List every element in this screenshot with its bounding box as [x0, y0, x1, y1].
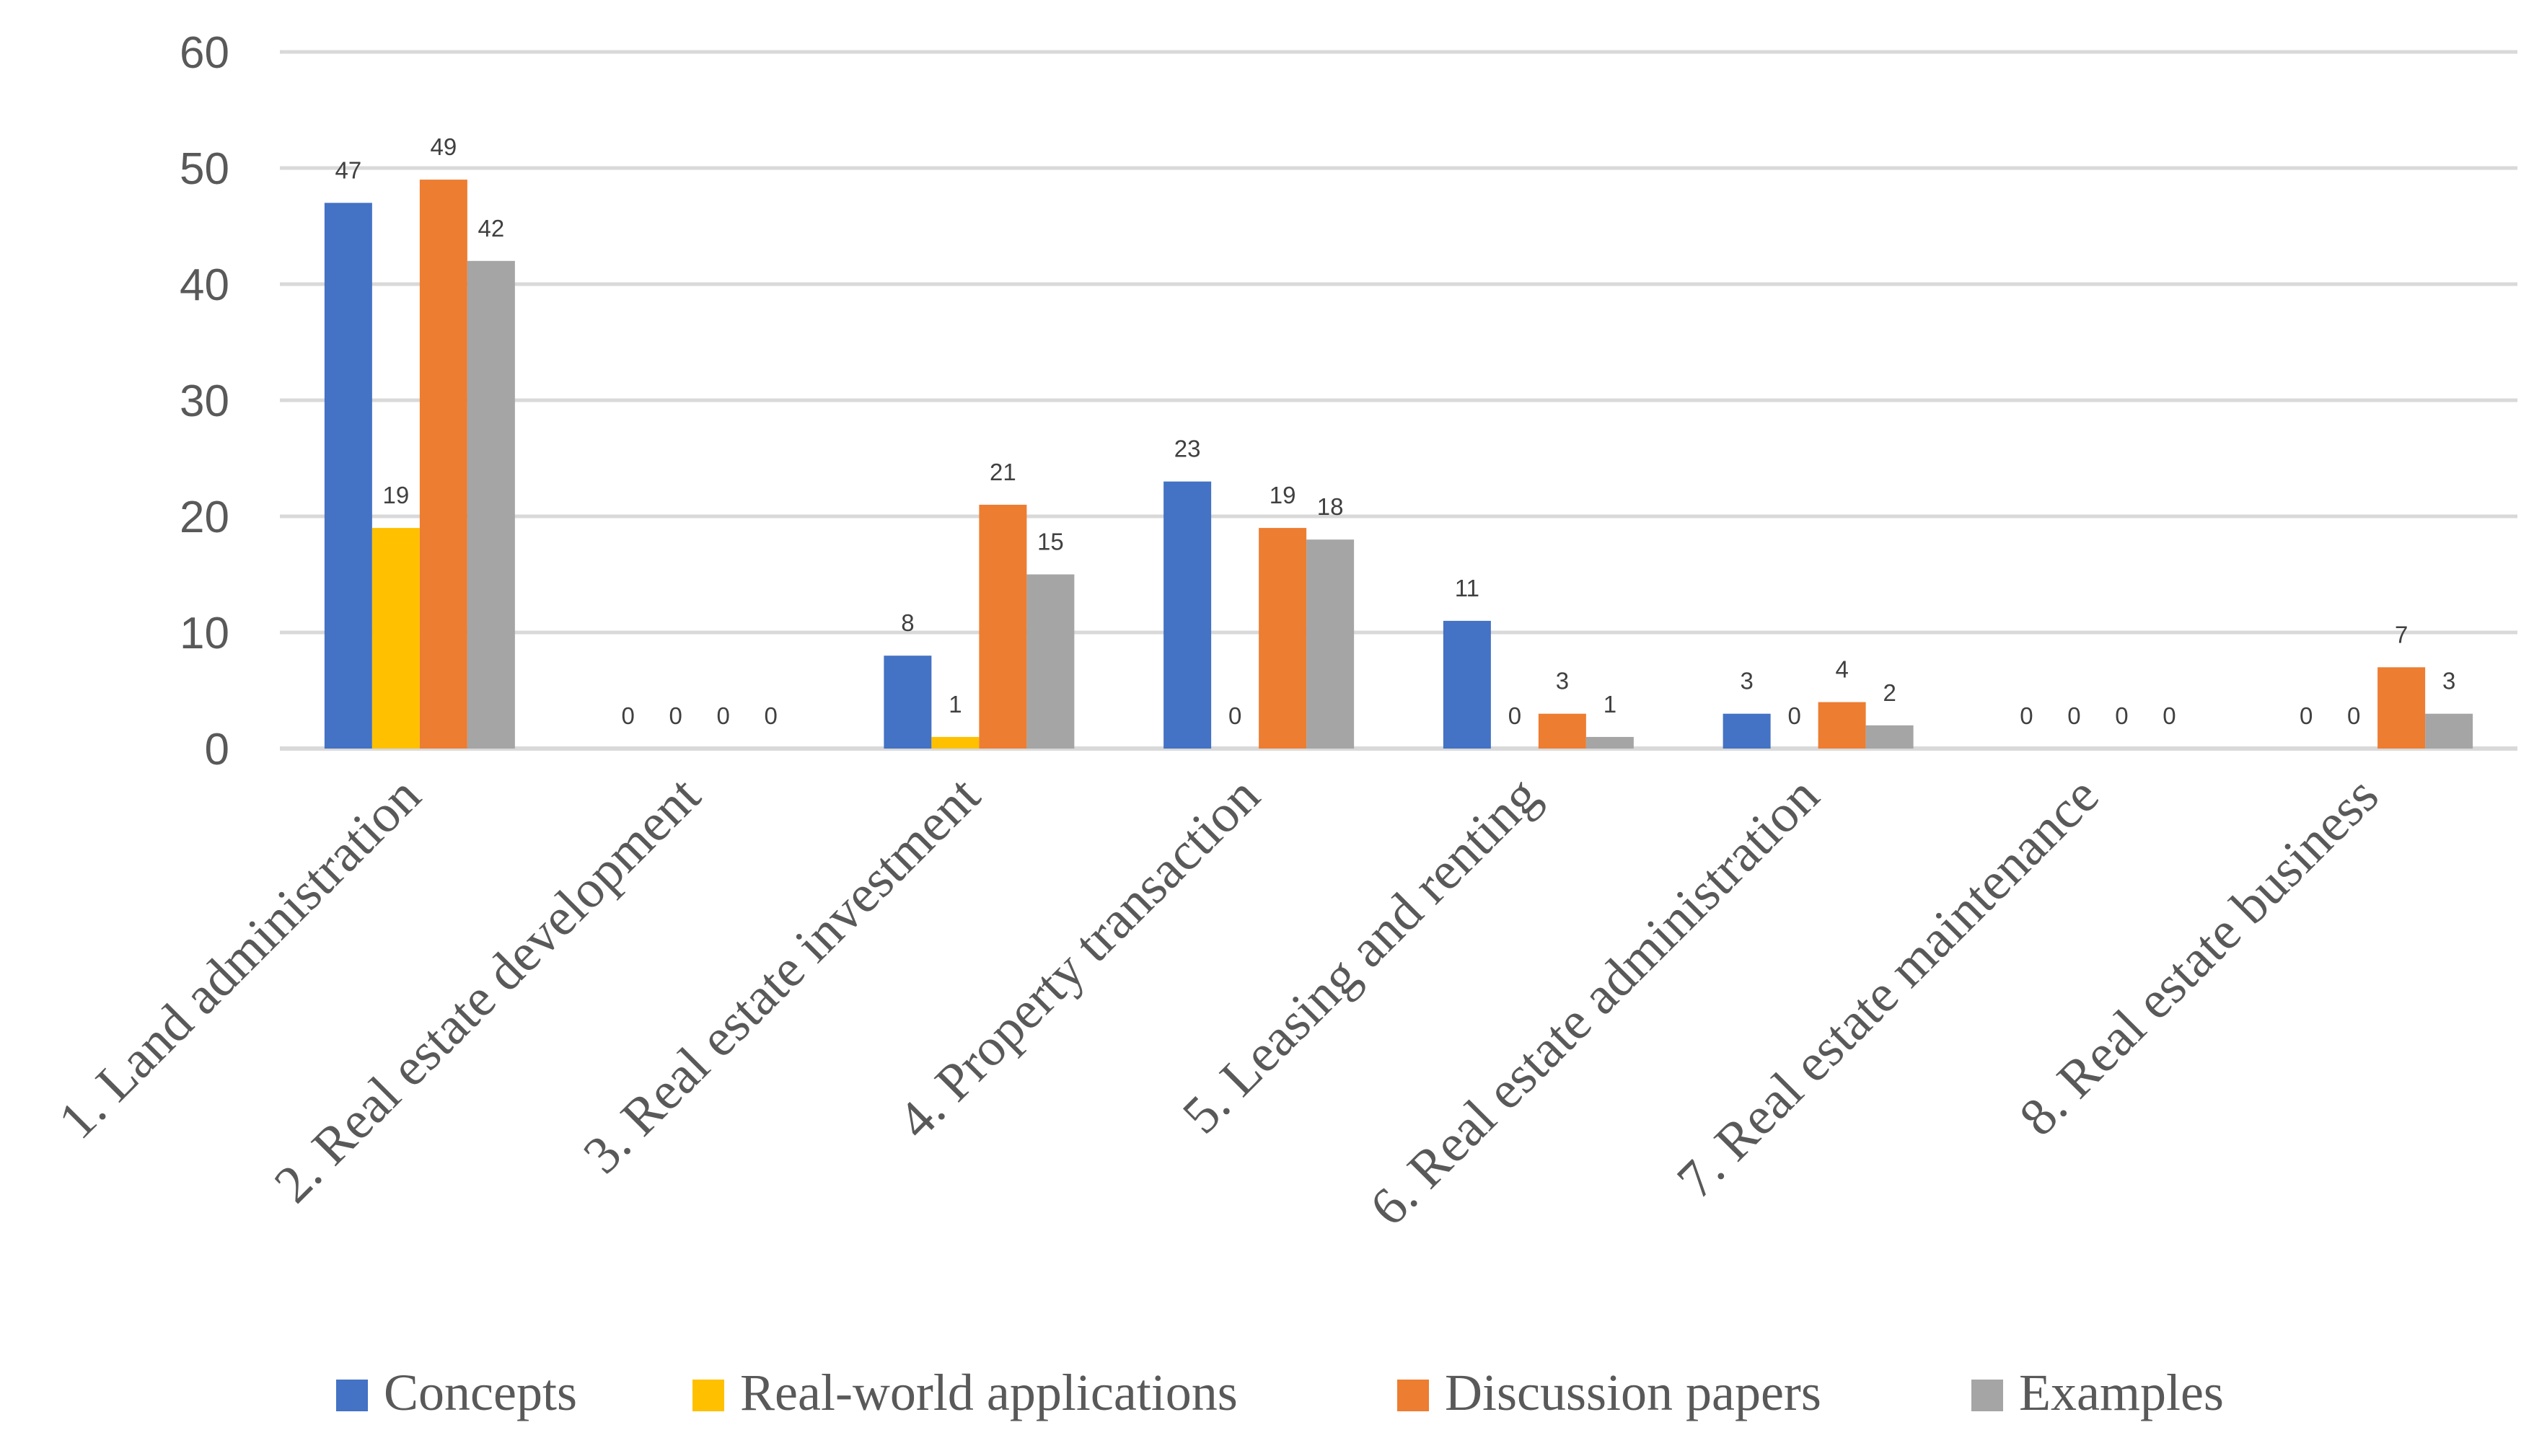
data-label: 0 — [716, 702, 729, 729]
data-label: 0 — [1228, 702, 1241, 729]
bar — [467, 260, 515, 749]
legend-label: Discussion papers — [1445, 1364, 1821, 1421]
data-label: 11 — [1455, 575, 1479, 601]
legend-label: Real-world applications — [740, 1364, 1238, 1421]
data-label: 2 — [1883, 679, 1896, 706]
data-label: 3 — [2442, 668, 2455, 694]
data-label: 49 — [431, 133, 457, 160]
bar — [1026, 574, 1075, 749]
bar — [884, 656, 932, 749]
legend-swatch — [336, 1380, 368, 1411]
bar — [2425, 713, 2473, 749]
bar — [1585, 736, 1634, 749]
y-tick-label: 0 — [205, 725, 229, 775]
data-label: 18 — [1317, 493, 1344, 520]
data-label: 0 — [764, 702, 777, 729]
legend-label: Concepts — [384, 1364, 577, 1421]
data-label: 0 — [669, 702, 682, 729]
legend-swatch — [692, 1380, 724, 1411]
bar — [979, 504, 1027, 749]
gridlines — [280, 50, 2517, 751]
bar — [1306, 539, 1355, 749]
data-label: 19 — [1270, 482, 1296, 508]
data-label: 47 — [335, 156, 362, 183]
legend-label: Examples — [2019, 1364, 2224, 1421]
data-label: 7 — [2395, 621, 2408, 648]
x-tick-label: 6. Real estate administration — [1359, 766, 1831, 1237]
data-label: 0 — [2163, 702, 2176, 729]
data-label: 3 — [1556, 668, 1569, 694]
data-label: 15 — [1037, 529, 1064, 555]
data-label: 0 — [2347, 702, 2360, 729]
y-tick-label: 30 — [180, 376, 229, 426]
bar — [324, 203, 372, 749]
data-label: 0 — [2115, 702, 2128, 729]
data-label: 23 — [1174, 436, 1201, 462]
bar — [371, 528, 420, 749]
y-axis: 0 10 20 30 40 50 60 — [180, 28, 229, 775]
data-label: 0 — [2300, 702, 2313, 729]
y-tick-label: 40 — [180, 260, 229, 310]
bar — [1443, 620, 1491, 749]
data-label: 0 — [1787, 702, 1800, 729]
bar — [1865, 725, 1914, 749]
legend-swatch — [1397, 1380, 1429, 1411]
data-label: 0 — [2020, 702, 2033, 729]
y-tick-label: 10 — [180, 609, 229, 658]
bar — [1818, 702, 1866, 749]
legend: Concepts Real-world applications Discussio… — [336, 1364, 2224, 1421]
y-tick-label: 50 — [180, 144, 229, 194]
data-label: 0 — [2067, 702, 2080, 729]
bar — [1259, 528, 1307, 749]
data-label: 0 — [621, 702, 634, 729]
y-tick-label: 60 — [180, 28, 229, 78]
data-label: 8 — [901, 609, 914, 636]
bar — [1723, 713, 1771, 749]
data-label: 42 — [478, 215, 505, 242]
data-label: 3 — [1740, 668, 1753, 694]
bar — [419, 180, 467, 749]
bar — [2377, 667, 2426, 749]
legend-swatch — [1971, 1380, 2003, 1411]
bar — [1538, 713, 1586, 749]
data-label: 1 — [1603, 691, 1616, 718]
data-label: 21 — [990, 459, 1016, 485]
data-label: 0 — [1508, 702, 1521, 729]
y-tick-label: 20 — [180, 493, 229, 542]
bar — [1163, 481, 1212, 749]
bar — [931, 736, 980, 749]
data-label: 1 — [949, 691, 962, 718]
data-label: 4 — [1835, 656, 1848, 683]
bars — [324, 180, 2473, 749]
data-label: 19 — [383, 482, 410, 508]
